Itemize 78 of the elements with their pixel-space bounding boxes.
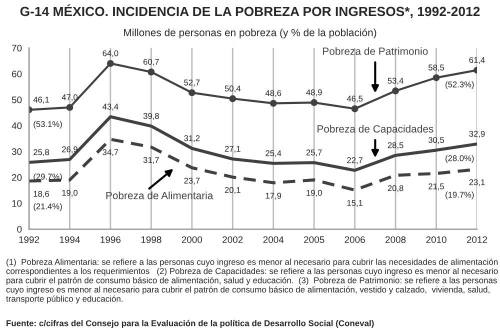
data-label: 48,9 [306,89,322,96]
annotation: (28.0%) [446,155,474,163]
text: Pobreza de Patrimonio [323,47,428,55]
x-tick-label: 2010 [426,236,446,244]
data-label: 21,5 [428,183,444,190]
x-tick-label: 2005 [304,236,324,244]
data-label: 15,1 [347,200,363,207]
y-tick-label: 30 [12,148,22,155]
data-label: 17,9 [266,192,282,200]
annotation: (19.7%) [446,192,474,200]
source-note: Fuente: c/cifras del Consejo para la Evaluación de la política de Desarrollo Social (Coneval) [6,320,374,328]
data-label: 25,7 [306,149,322,156]
data-label: 52,7 [184,80,200,86]
data-label: 46,5 [346,96,363,103]
data-label: 46,1 [33,96,49,104]
point [310,99,318,106]
data-label: 25,4 [266,150,282,158]
data-label: 50,4 [224,86,241,92]
annotation: (21.4%) [34,203,62,211]
y-tick-label: 20 [12,174,22,181]
data-label: 31,7 [143,157,159,164]
chart-title: G-14 MÉXICO. INCIDENCIA DE LA POBREZA POR INGRESOS*, 1992-2012 [20,4,480,18]
data-label: 31,2 [184,135,200,142]
y-tick-label: 40 [12,122,22,130]
y-tick-label: 70 [12,44,22,52]
annotation: (52.3%) [446,81,474,90]
data-label: 32,9 [469,130,485,138]
data-label: 53,4 [388,78,404,85]
annotation: (53.1%) [34,120,62,129]
point [148,68,155,76]
data-label: 22,7 [347,157,363,164]
x-tick-label: 2004 [263,236,284,244]
data-label: 25,8 [34,149,50,156]
data-label: 19,0 [306,190,322,197]
data-label: 43,4 [102,104,118,111]
point [66,104,74,111]
data-label: 58,5 [428,64,444,72]
point [229,95,236,102]
data-label: 26,9 [62,146,78,154]
data-label: 23,1 [469,179,485,186]
x-tick-label: 1998 [141,236,162,244]
x-tick-label: 2000 [182,236,202,244]
data-label: 30,5 [428,137,444,144]
y-tick-label: 60 [12,70,22,78]
y-tick-label: 50 [12,96,22,104]
x-tick-label: 2002 [222,236,243,244]
series-label: Pobreza de Capacidades [318,124,434,135]
text: (1) Pobreza Alimentaria: se refiere a las personas cuyo ingreso es menor al necesario para cubrir las necesidades de alimentación correspondientes a los requerimientos (2) Pobreza de Capacidades: se refiere a las personas cuyo ingreso es menor al necesario para cubrir el patrón de consumo básico de alimentación, salud y educación. (3) Pobreza de Patrimonio: se refiere a las personas cuyo ingreso es menor al necesario para cubrir el patrón de consumo básico de alimentación, vestido y calzado, vivienda, salud, transporte público y educación. [6,258,498,304]
x-tick-label: 2012 [466,236,488,244]
data-label: 20,1 [224,187,240,194]
data-label: 34,7 [102,149,118,156]
y-tick-label: 10 [12,200,22,207]
x-tick-label: 2008 [386,236,406,244]
data-label: 23,7 [184,178,200,185]
data-label: 39,8 [143,112,159,120]
x-tick-label: 1992 [19,236,40,244]
x-tick-label: 1996 [100,236,121,244]
point [270,100,277,107]
y-tick-label: 0 [17,226,22,233]
data-label: 48,6 [265,90,282,98]
data-label: 60,7 [143,58,159,66]
point [106,60,114,67]
data-label: 27,1 [224,146,240,153]
series-label: Pobreza de Alimentaria [106,192,214,200]
point [351,105,358,112]
point [432,74,440,82]
point [392,87,400,94]
chart-subtitle: Millones de personas en pobreza (y % de la población) [124,28,376,38]
data-label: 61,4 [469,57,485,64]
data-label: 64,0 [102,50,118,58]
data-label: 20,8 [388,185,404,192]
data-label: 28,5 [388,142,404,150]
point [188,89,196,96]
data-label: 47,0 [62,94,78,102]
x-tick-label: 1994 [60,236,80,244]
data-label: 19,0 [62,190,78,197]
data-label: 18,6 [34,190,50,198]
x-tick-label: 2006 [344,236,365,244]
